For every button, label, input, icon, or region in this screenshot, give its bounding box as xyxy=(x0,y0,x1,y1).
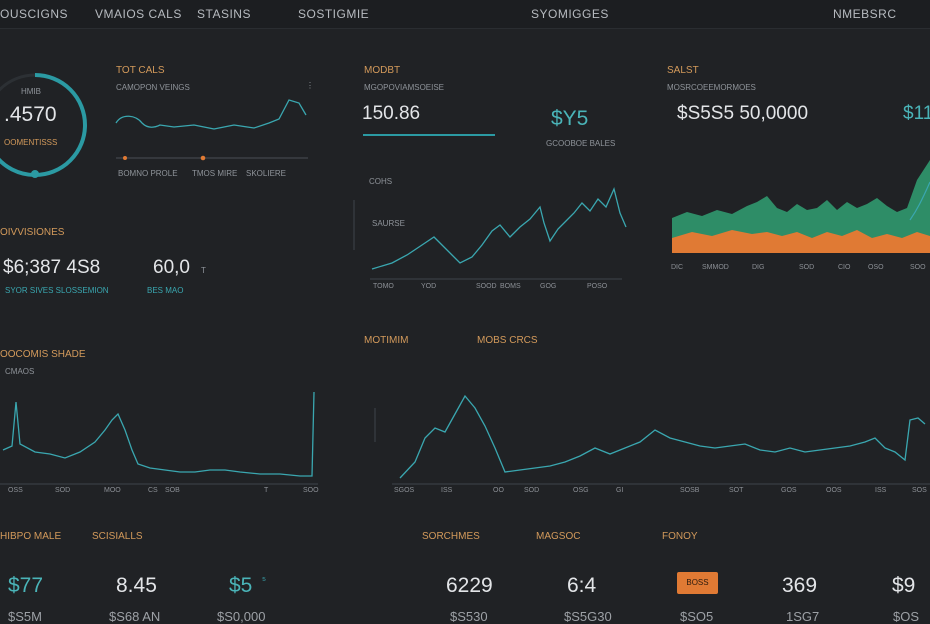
monitor-underline xyxy=(363,134,495,136)
nav-item-1[interactable]: OUSCIGNS xyxy=(0,7,69,21)
badge-sub: $SO5 xyxy=(680,609,714,624)
nav-item-3[interactable]: STASINS xyxy=(197,7,251,21)
nav-right[interactable]: NMEBSRC xyxy=(833,7,897,21)
stat-6-sub: 1SG7 xyxy=(786,609,820,624)
tot-calls-title: TOT CALS xyxy=(116,65,165,76)
gauge-ring xyxy=(0,73,87,178)
gauge-label: HMIB xyxy=(21,87,41,96)
motm-tick-10: OOS xyxy=(826,487,842,494)
sales-tick-7: SOO xyxy=(910,264,926,271)
stat-5-sub: $S5G30 xyxy=(564,609,612,624)
outcomes-tick-3: MOO xyxy=(104,487,121,494)
bottom-mid-title-2: MAGSOC xyxy=(536,531,581,542)
monitor-tick-6: POSO xyxy=(587,283,608,290)
stat-4-sub: $S530 xyxy=(450,609,488,624)
stat-7-sub: $OS xyxy=(893,609,920,624)
monitor-tick-3: SOOD xyxy=(476,283,497,290)
nav-item-4[interactable]: SOSTIGMIE xyxy=(298,7,370,21)
monitor-value: 150.86 xyxy=(362,103,421,124)
motm-tick-2: ISS xyxy=(441,487,453,494)
outcomes-tick-2: SOD xyxy=(55,487,71,494)
status-badge[interactable]: BOSS xyxy=(677,572,718,594)
outcomes-tick-5: SOB xyxy=(165,487,180,494)
sales-subtitle: MOSRCOEEMORMOES xyxy=(667,83,756,92)
nav-center[interactable]: SYOMIGGES xyxy=(531,7,609,21)
monitor-subtitle: MGOPOVIAMSOEISE xyxy=(364,83,445,92)
motm-tick-1: SGOS xyxy=(394,487,415,494)
tot-calls-legend-2: TMOS MIRE xyxy=(192,169,238,178)
stat-3-value: $5 xyxy=(229,574,253,597)
divisions-value-2: 60,0 xyxy=(153,257,190,278)
stat-4-value: 6229 xyxy=(446,574,493,597)
bottom-left-title-2: SCISIALLS xyxy=(92,531,143,542)
tot-calls-legend-3: SKOLIERE xyxy=(246,169,287,178)
nav-item-2[interactable]: VMAIOS CALS xyxy=(95,7,182,21)
gauge-sublabel: OOMENTISSS xyxy=(4,138,58,147)
motm-tick-11: ISS xyxy=(875,487,887,494)
monitor-sub-2: GCOOBOE BALES xyxy=(546,139,616,148)
monitor-line-chart xyxy=(353,187,627,280)
divisions-value-2-unit: T xyxy=(201,266,206,275)
motm-tick-6: GI xyxy=(616,487,624,494)
stat-6-value: 369 xyxy=(782,574,818,597)
bottom-mid-title: SORCHMES xyxy=(422,531,480,542)
divisions-sub-1: SYOR SIVES SLOSSEMION xyxy=(5,286,109,295)
divisions-sub-2: BES MAO xyxy=(147,286,184,295)
motm-tick-4: SOD xyxy=(524,487,540,494)
stat-1-value: $77 xyxy=(8,574,44,597)
motm-tick-8: SOT xyxy=(729,487,744,494)
outcomes-tick-7: SOO xyxy=(303,487,319,494)
sales-tick-5: CIO xyxy=(838,264,851,271)
motm-title: MOTIMIM xyxy=(364,335,409,346)
tot-calls-sparkline xyxy=(115,99,307,130)
tot-calls-legend-1: BOMNO PROLE xyxy=(118,169,178,178)
sales-area-chart xyxy=(672,160,930,253)
motm-tick-3: OO xyxy=(493,487,504,494)
stat-7-value: $9 xyxy=(892,574,916,597)
monitor-tick-1: TOMO xyxy=(373,283,394,290)
motm-line-chart xyxy=(374,394,930,485)
monitor-axis-mid: SAURSE xyxy=(372,219,405,228)
stat-5-value: 6:4 xyxy=(567,574,597,597)
motm-tick-9: GOS xyxy=(781,487,797,494)
gauge-value: .4570 xyxy=(4,103,57,126)
motm-title-2: MOBS CRCS xyxy=(477,335,538,346)
sales-tick-3: DIG xyxy=(752,264,765,271)
sales-tick-2: SMMOD xyxy=(702,264,729,271)
outcomes-title: OOCOMIS SHADE xyxy=(0,349,86,360)
stat-2-value: 8.45 xyxy=(116,574,157,597)
monitor-axis-top: COHS xyxy=(369,177,393,186)
bottom-right-title: FONOY xyxy=(662,531,698,542)
motm-tick-5: OSG xyxy=(573,487,589,494)
sales-tick-4: SOD xyxy=(799,264,815,271)
stat-1-sub: $S5M xyxy=(8,609,42,624)
divisions-value: $6;387 4S8 xyxy=(3,257,101,278)
monitor-value-2: $Y5 xyxy=(551,107,589,130)
stat-2-sub: $S68 AN xyxy=(109,609,161,624)
monitor-tick-2: YOD xyxy=(421,283,437,290)
monitor-tick-5: GOG xyxy=(540,283,557,290)
motm-tick-12: SOS xyxy=(912,487,927,494)
outcomes-tick-6: T xyxy=(264,487,269,494)
stat-3-mini: ₅ xyxy=(262,572,267,583)
sales-tick-6: OSO xyxy=(868,264,884,271)
outcomes-tick-4: CS xyxy=(148,487,158,494)
divisions-title: OIVVISIONES xyxy=(0,227,65,238)
bottom-left-title: HIBPO MALE xyxy=(0,531,62,542)
motm-tick-7: SOSB xyxy=(680,487,700,494)
sales-tick-1: DIC xyxy=(671,264,684,271)
tot-calls-subtitle: CAMOPON VEINGS xyxy=(116,83,190,92)
sales-value: $S5S5 50,0000 xyxy=(677,103,809,124)
outcomes-tick-1: OSS xyxy=(8,487,23,494)
sales-title: SALST xyxy=(667,65,699,76)
monitor-tick-4: BOMS xyxy=(500,283,521,290)
monitor-title: MODBT xyxy=(364,65,401,76)
outcomes-line-chart xyxy=(0,391,318,485)
tot-calls-slider[interactable] xyxy=(116,154,308,162)
stat-3-sub: $S0,000 xyxy=(217,609,266,624)
sales-value-2: $11 xyxy=(903,103,930,124)
outcomes-subtitle: CMAOS xyxy=(5,367,35,376)
top-nav: OUSCIGNS VMAIOS CALS STASINS SOSTIGMIE S… xyxy=(0,0,930,29)
kebab-menu-icon[interactable]: ⋮ xyxy=(306,81,314,90)
